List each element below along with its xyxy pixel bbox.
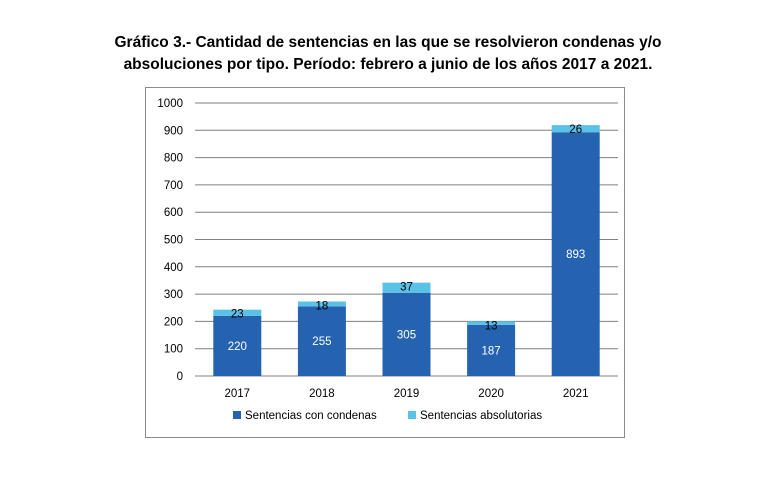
chart-frame: 0 100 200 300 400 500 600 700 800 900 1000 220 23 201… — [145, 87, 625, 438]
data-label-condenas-2017: 220 — [228, 341, 247, 353]
data-label-absolutorias-2021: 26 — [569, 124, 582, 136]
y-tick-label-900: 900 — [164, 125, 183, 137]
stacked-bar-chart: 0 100 200 300 400 500 600 700 800 900 1000 220 23 201… — [157, 98, 618, 422]
legend-swatch-absolutorias — [408, 411, 416, 419]
legend-label-absolutorias: Sentencias absolutorias — [420, 410, 542, 422]
x-tick-label-2021: 2021 — [563, 388, 589, 400]
data-label-condenas-2021: 893 — [566, 249, 585, 261]
y-tick-label-700: 700 — [164, 180, 183, 192]
y-tick-label-1000: 1000 — [157, 98, 183, 110]
data-label-absolutorias-2019: 37 — [400, 282, 413, 294]
y-tick-label-500: 500 — [164, 235, 183, 247]
bar-condenas-2021 — [551, 132, 600, 376]
bar-condenas-2019 — [382, 292, 431, 376]
chart-title-line-2: absoluciones por tipo. Período: febrero … — [123, 56, 653, 73]
bar-absolutorias-2020 — [467, 321, 516, 325]
chart-title: Gráfico 3.- Cantidad de sentencias en la… — [0, 32, 776, 76]
legend-label-condenas: Sentencias con condenas — [245, 410, 377, 422]
y-tick-label-400: 400 — [164, 262, 183, 274]
bar-condenas-2020 — [467, 324, 516, 376]
x-tick-label-2019: 2019 — [394, 388, 420, 400]
y-tick-label-800: 800 — [164, 153, 183, 165]
bar-absolutorias-2017 — [213, 309, 262, 316]
y-tick-label-0: 0 — [177, 371, 183, 383]
bar-absolutorias-2018 — [297, 301, 346, 307]
x-tick-label-2018: 2018 — [309, 388, 335, 400]
chart-title-line-1: Gráfico 3.- Cantidad de sentencias en la… — [114, 34, 662, 51]
y-tick-label-600: 600 — [164, 207, 183, 219]
data-label-absolutorias-2017: 23 — [231, 309, 244, 321]
bar-condenas-2018 — [297, 306, 346, 376]
data-label-absolutorias-2020: 13 — [485, 320, 498, 332]
y-tick-label-300: 300 — [164, 289, 183, 301]
bar-absolutorias-2019 — [382, 282, 431, 293]
legend-swatch-condenas — [233, 411, 241, 419]
data-label-absolutorias-2018: 18 — [316, 300, 329, 312]
x-tick-label-2020: 2020 — [478, 388, 504, 400]
data-label-condenas-2020: 187 — [482, 345, 501, 357]
y-tick-label-100: 100 — [164, 344, 183, 356]
data-label-condenas-2019: 305 — [397, 329, 416, 341]
y-tick-label-200: 200 — [164, 316, 183, 328]
data-label-condenas-2018: 255 — [312, 336, 331, 348]
bar-absolutorias-2021 — [551, 125, 600, 133]
x-tick-label-2017: 2017 — [225, 388, 251, 400]
bar-condenas-2017 — [213, 315, 262, 376]
